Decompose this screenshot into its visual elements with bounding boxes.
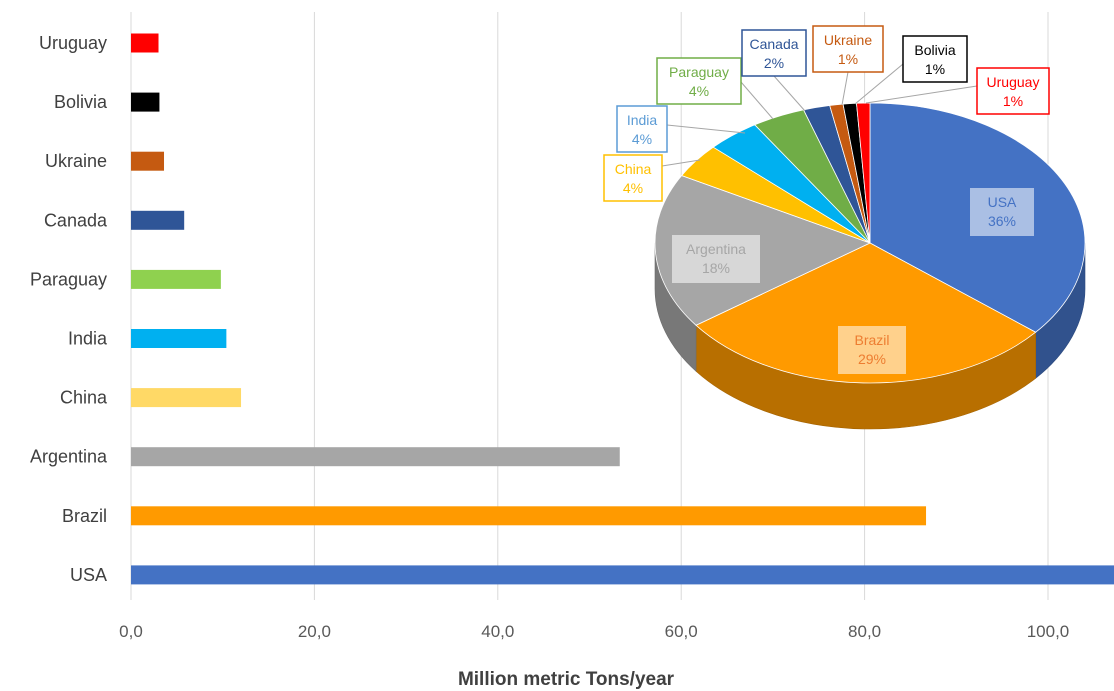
x-axis-title: Million metric Tons/year (458, 669, 675, 690)
pie-data-labels: USA 36% Brazil 29% Argentina 18% China 4% India 4… (603, 25, 1050, 374)
pie-label-percent-india: 4% (632, 131, 652, 147)
pie-label-name-china: China (615, 161, 652, 177)
pie-label-box-canada (741, 29, 807, 77)
bar-canada (131, 210, 185, 230)
category-label-china: China (60, 388, 108, 408)
pie-label-name-india: India (627, 112, 658, 128)
pie-label-percent-china: 4% (623, 180, 643, 196)
category-label-brazil: Brazil (62, 506, 107, 526)
leader-line-india (666, 124, 746, 134)
pie-label-name-bolivia: Bolivia (914, 42, 955, 58)
bar-ukraine (131, 151, 165, 171)
leader-line-bolivia (854, 63, 904, 105)
category-label-india: India (68, 329, 108, 349)
bar-usa (131, 565, 1114, 585)
x-tick-label: 60,0 (665, 622, 698, 641)
pie-label-percent-usa: 36% (988, 213, 1016, 229)
pie-label-box-uruguay (976, 67, 1050, 115)
bar-argentina (131, 447, 620, 467)
leader-line-paraguay (740, 81, 774, 120)
pie-label-box-china (603, 154, 663, 202)
pie-label-box-usa (970, 188, 1034, 236)
x-tick-label: 80,0 (848, 622, 881, 641)
pie-label-box-brazil (838, 326, 906, 374)
pie-label-percent-brazil: 29% (858, 351, 886, 367)
pie-label-box-bolivia (902, 35, 968, 83)
category-label-uruguay: Uruguay (39, 33, 107, 53)
pie-label-box-india (616, 105, 668, 153)
pie-label-percent-bolivia: 1% (925, 61, 945, 77)
x-tick-label: 20,0 (298, 622, 331, 641)
pie-slice-brazil (695, 242, 1037, 384)
pie-label-percent-canada: 2% (764, 55, 784, 71)
bar-chart-tick-labels: 0,0 20,0 40,0 60,0 80,0 100,0 (119, 622, 1069, 641)
pie-slice-argentina (654, 175, 872, 326)
pie-label-percent-paraguay: 4% (689, 83, 709, 99)
pie-label-percent-ukraine: 1% (838, 51, 858, 67)
bar-bolivia (131, 92, 160, 112)
pie-chart (654, 102, 1086, 430)
x-tick-label: 100,0 (1027, 622, 1070, 641)
bar-chart-bars (131, 33, 1114, 585)
pie-label-box-argentina (672, 235, 760, 283)
pie-label-box-ukraine (812, 25, 884, 73)
pie-label-name-brazil: Brazil (854, 332, 889, 348)
leader-line-canada (773, 75, 806, 112)
pie-label-name-paraguay: Paraguay (669, 64, 729, 80)
pie-label-name-usa: USA (988, 194, 1017, 210)
pie-label-name-canada: Canada (749, 36, 798, 52)
pie-label-name-ukraine: Ukraine (824, 32, 872, 48)
pie-label-percent-argentina: 18% (702, 260, 730, 276)
category-label-bolivia: Bolivia (54, 92, 108, 112)
bar-chart-category-labels: Uruguay Bolivia Ukraine Canada Paraguay India… (30, 33, 108, 585)
category-label-paraguay: Paraguay (30, 269, 107, 289)
bar-uruguay (131, 33, 159, 53)
pie-label-box-paraguay (656, 57, 742, 105)
leader-line-china (661, 159, 701, 167)
bar-china (131, 388, 242, 408)
category-label-ukraine: Ukraine (45, 151, 107, 171)
x-tick-label: 40,0 (481, 622, 514, 641)
category-label-usa: USA (70, 565, 107, 585)
leader-line-ukraine (841, 71, 849, 106)
pie-label-name-argentina: Argentina (686, 241, 746, 257)
x-tick-label: 0,0 (119, 622, 143, 641)
leader-line-uruguay (865, 85, 978, 104)
pie-label-name-uruguay: Uruguay (987, 74, 1040, 90)
bar-india (131, 329, 227, 348)
bar-paraguay (131, 269, 221, 289)
pie-label-percent-uruguay: 1% (1003, 93, 1023, 109)
category-label-argentina: Argentina (30, 447, 108, 467)
bar-brazil (131, 506, 927, 526)
category-label-canada: Canada (44, 210, 108, 230)
pie-leader-lines (661, 63, 978, 167)
